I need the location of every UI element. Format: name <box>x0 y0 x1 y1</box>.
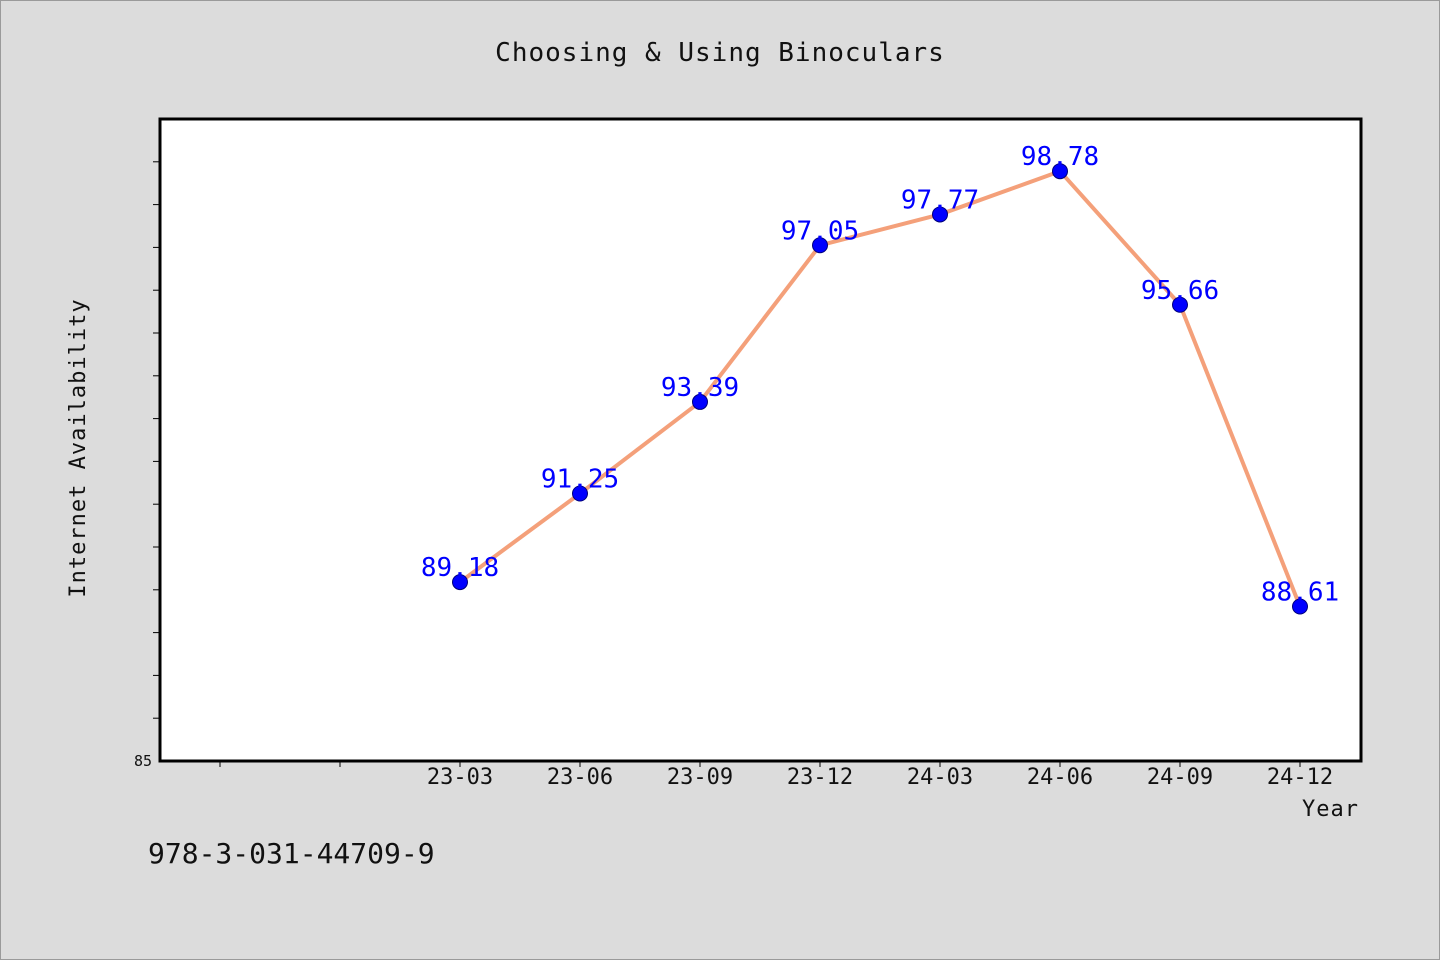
x-tick-label: 24-03 <box>907 765 973 790</box>
data-label: 98.78 <box>1021 142 1099 172</box>
x-tick-label: 24-06 <box>1027 765 1093 790</box>
y-tick-label-min: 85 <box>134 752 152 770</box>
series-line <box>458 169 1302 608</box>
x-axis-tick-labels: 23-03 23-06 23-09 23-12 24-03 24-06 24-09 24-12 <box>427 765 1333 790</box>
chart-title: Choosing & Using Binoculars <box>495 38 945 68</box>
x-tick-label: 24-12 <box>1267 765 1333 790</box>
y-axis-ticks <box>153 161 160 719</box>
data-label: 97.05 <box>781 216 859 246</box>
data-label: 97.77 <box>901 185 979 215</box>
data-label: 88.61 <box>1261 577 1339 607</box>
y-axis-label: Internet Availability <box>66 298 91 597</box>
data-point <box>1172 296 1188 313</box>
data-point <box>1292 598 1308 615</box>
data-point <box>692 393 708 410</box>
data-label: 89.18 <box>421 553 499 583</box>
data-label: 95.66 <box>1141 276 1219 306</box>
data-labels: 89.18 91.25 93.39 97.05 97.77 98.78 95.66 88.61 <box>421 142 1339 607</box>
x-tick-label: 23-12 <box>787 765 853 790</box>
plot-area <box>158 117 1363 763</box>
data-point <box>572 485 588 502</box>
data-point <box>1052 163 1068 180</box>
x-tick-label: 23-03 <box>427 765 493 790</box>
data-markers <box>452 163 1308 615</box>
data-point <box>812 237 828 254</box>
x-tick-label: 23-06 <box>547 765 613 790</box>
data-point <box>932 206 948 223</box>
x-tick-label: 23-09 <box>667 765 733 790</box>
isbn-text: 978-3-031-44709-9 <box>148 837 435 870</box>
x-tick-label: 24-09 <box>1147 765 1213 790</box>
data-label: 93.39 <box>661 373 739 403</box>
data-label: 91.25 <box>541 465 619 495</box>
data-point <box>452 574 468 591</box>
x-axis-label: Year <box>1302 797 1359 822</box>
x-axis-ticks <box>219 761 1301 767</box>
